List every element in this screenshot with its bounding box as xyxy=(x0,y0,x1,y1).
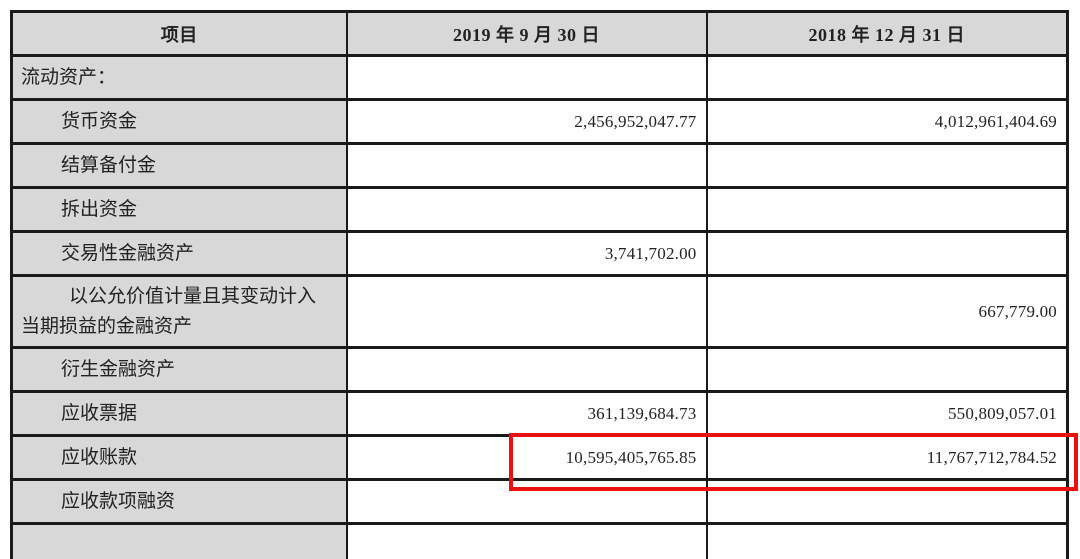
table-row xyxy=(10,522,1069,559)
value-cell-2018: 4,012,961,404.69 xyxy=(705,98,1069,145)
value-cell-2019 xyxy=(345,522,708,559)
balance-sheet-table: 项目 2019 年 9 月 30 日 2018 年 12 月 31 日 流动资产… xyxy=(10,10,1069,559)
item-label-cell: 交易性金融资产 xyxy=(10,230,348,277)
table-row: 应收款项融资 xyxy=(10,478,1069,525)
header-row: 项目 2019 年 9 月 30 日 2018 年 12 月 31 日 xyxy=(10,10,1069,57)
value-cell-2018: 11,767,712,784.52 xyxy=(705,434,1069,481)
value-cell-2019 xyxy=(345,274,708,349)
value-cell-2019 xyxy=(345,186,708,233)
value-cell-2018: 667,779.00 xyxy=(705,274,1069,349)
item-label-cell: 应收票据 xyxy=(10,390,348,437)
value-cell-2018 xyxy=(705,54,1069,101)
value-cell-2019: 2,456,952,047.77 xyxy=(345,98,708,145)
value-cell-2019 xyxy=(345,54,708,101)
item-label-cell: 拆出资金 xyxy=(10,186,348,233)
value-cell-2019 xyxy=(345,478,708,525)
value-cell-2018 xyxy=(705,522,1069,559)
value-cell-2019: 10,595,405,765.85 xyxy=(345,434,708,481)
table-row: 结算备付金 xyxy=(10,142,1069,189)
column-header-2018-12-31: 2018 年 12 月 31 日 xyxy=(705,10,1069,57)
table-row: 流动资产： xyxy=(10,54,1069,101)
value-cell-2018 xyxy=(705,478,1069,525)
item-label-cell: 以公允价值计量且其变动计入 当期损益的金融资产 xyxy=(10,274,348,349)
value-cell-2018: 550,809,057.01 xyxy=(705,390,1069,437)
value-cell-2018 xyxy=(705,142,1069,189)
table-row: 货币资金 2,456,952,047.77 4,012,961,404.69 xyxy=(10,98,1069,145)
value-cell-2019 xyxy=(345,346,708,393)
item-label-cell: 应收款项融资 xyxy=(10,478,348,525)
item-label-cell xyxy=(10,522,348,559)
value-cell-2018 xyxy=(705,230,1069,277)
value-cell-2019: 361,139,684.73 xyxy=(345,390,708,437)
table-row: 应收票据 361,139,684.73 550,809,057.01 xyxy=(10,390,1069,437)
table-row: 以公允价值计量且其变动计入 当期损益的金融资产 667,779.00 xyxy=(10,274,1069,349)
value-cell-2019 xyxy=(345,142,708,189)
value-cell-2018 xyxy=(705,346,1069,393)
table-row: 交易性金融资产 3,741,702.00 xyxy=(10,230,1069,277)
item-label-cell: 结算备付金 xyxy=(10,142,348,189)
item-label-cell: 流动资产： xyxy=(10,54,348,101)
table-row: 拆出资金 xyxy=(10,186,1069,233)
table-row: 应收账款 10,595,405,765.85 11,767,712,784.52 xyxy=(10,434,1069,481)
item-label-cell: 衍生金融资产 xyxy=(10,346,348,393)
column-header-2019-09-30: 2019 年 9 月 30 日 xyxy=(345,10,708,57)
item-label-cell: 货币资金 xyxy=(10,98,348,145)
item-label-cell: 应收账款 xyxy=(10,434,348,481)
value-cell-2019: 3,741,702.00 xyxy=(345,230,708,277)
column-header-item: 项目 xyxy=(10,10,348,57)
table-row: 衍生金融资产 xyxy=(10,346,1069,393)
value-cell-2018 xyxy=(705,186,1069,233)
